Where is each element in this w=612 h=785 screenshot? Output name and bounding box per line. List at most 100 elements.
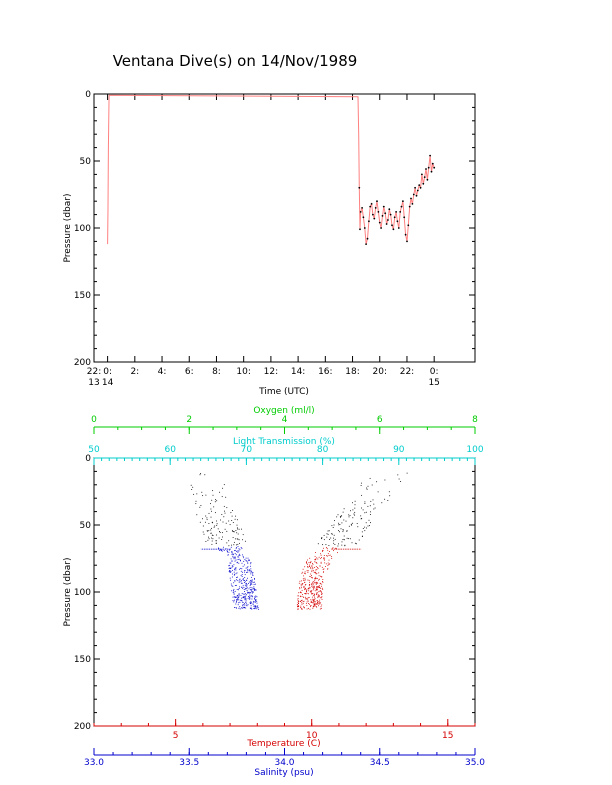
temperature-point (341, 522, 343, 524)
temperature-point (334, 520, 335, 522)
temperature-point (304, 579, 306, 581)
temperature-point (328, 551, 330, 552)
salinity-point (208, 536, 209, 538)
temperature-point (350, 523, 352, 525)
salinity-point (242, 596, 244, 598)
salinity-point (230, 579, 231, 581)
temperature-point (314, 600, 316, 602)
salinity-point (235, 544, 237, 546)
salinity-point (253, 608, 255, 609)
salinity-point (202, 531, 204, 533)
temperature-point (298, 582, 300, 584)
temperature-point (315, 562, 317, 563)
light-transmission-axis: 50 60 70 80 90 100 (88, 445, 484, 465)
panel1-x-tick-label: 20: (373, 367, 387, 377)
salinity-point (238, 558, 240, 560)
salinity-point (247, 570, 249, 572)
figure-title: Ventana Dive(s) on 14/Nov/1989 (113, 52, 358, 70)
dive-track-point (411, 203, 414, 205)
salinity-point (254, 598, 256, 600)
temperature-point (301, 595, 303, 597)
salinity-point (233, 601, 235, 603)
panel1-x-tick-label: 16: (318, 367, 332, 377)
temperature-point (332, 527, 334, 528)
salinity-point (237, 604, 239, 606)
salinity-point (239, 606, 241, 608)
temperature-point (303, 586, 305, 588)
salinity-point (224, 528, 226, 530)
salinity-point (202, 525, 204, 527)
temperature-point (313, 587, 315, 589)
salinity-point (236, 538, 238, 540)
temperature-point (314, 555, 316, 557)
temperature-point (328, 545, 330, 546)
panel1-x-tick-sublabel: 14 (102, 378, 114, 388)
salinity-point (213, 526, 215, 528)
salinity-tick-label: 34.0 (274, 758, 294, 768)
temperature-point (297, 599, 299, 601)
salinity-point (245, 557, 247, 559)
salinity-point (234, 568, 236, 570)
temperature-point (346, 537, 348, 539)
temperature-point (323, 558, 325, 560)
temperature-point (352, 509, 354, 511)
salinity-point (244, 591, 245, 592)
temperature-point (366, 487, 368, 489)
temperature-point (315, 583, 317, 585)
salinity-point (244, 604, 246, 606)
salinity-point (239, 608, 241, 610)
temperature-point (312, 593, 314, 594)
salinity-point (232, 585, 234, 587)
salinity-point (256, 608, 258, 610)
salinity-point (254, 596, 256, 598)
salinity-point (230, 571, 232, 573)
salinity-point (249, 593, 251, 595)
salinity-point (232, 591, 234, 593)
salinity-point (200, 505, 202, 506)
temperature-point (350, 510, 351, 512)
temperature-point (297, 608, 299, 610)
salinity-point (241, 554, 243, 556)
temperature-point (299, 587, 301, 589)
temperature-point (327, 549, 329, 551)
salinity-point (241, 582, 243, 584)
dive-track-point (410, 197, 412, 200)
temperature-point (301, 572, 303, 574)
temperature-point (306, 561, 307, 563)
salinity-point (236, 579, 238, 581)
temperature-point (307, 588, 309, 590)
temperature-point (381, 502, 383, 504)
salinity-point (204, 474, 206, 476)
temperature-point (330, 533, 332, 535)
salinity-point (248, 569, 250, 571)
temperature-point (344, 545, 346, 547)
temperature-point (306, 601, 308, 603)
temperature-point (312, 585, 314, 587)
salinity-point (235, 557, 236, 559)
temperature-point (369, 525, 370, 527)
salinity-point (216, 523, 218, 525)
temperature-point (310, 605, 312, 606)
salinity-point (240, 560, 241, 562)
temperature-point (325, 563, 327, 565)
dive-track-point (419, 186, 422, 189)
salinity-point (244, 582, 245, 583)
temperature-point (300, 600, 302, 602)
panel1-x-tick-label: 0: (430, 367, 439, 377)
panel2-y-tick-label: 100 (74, 588, 91, 598)
salinity-point (232, 531, 234, 532)
salinity-point (229, 562, 231, 564)
temperature-point (318, 586, 320, 588)
salinity-point (219, 531, 220, 532)
temperature-point (301, 580, 303, 582)
dive-track-point (372, 213, 374, 216)
temperature-point (349, 538, 351, 540)
salinity-point (255, 599, 256, 601)
temperature-point (370, 500, 372, 502)
temperature-point (312, 606, 314, 608)
salinity-point (241, 568, 243, 570)
temperature-point (314, 596, 316, 598)
temperature-point (320, 576, 322, 578)
salinity-point (238, 607, 240, 609)
temperature-point (320, 587, 322, 589)
